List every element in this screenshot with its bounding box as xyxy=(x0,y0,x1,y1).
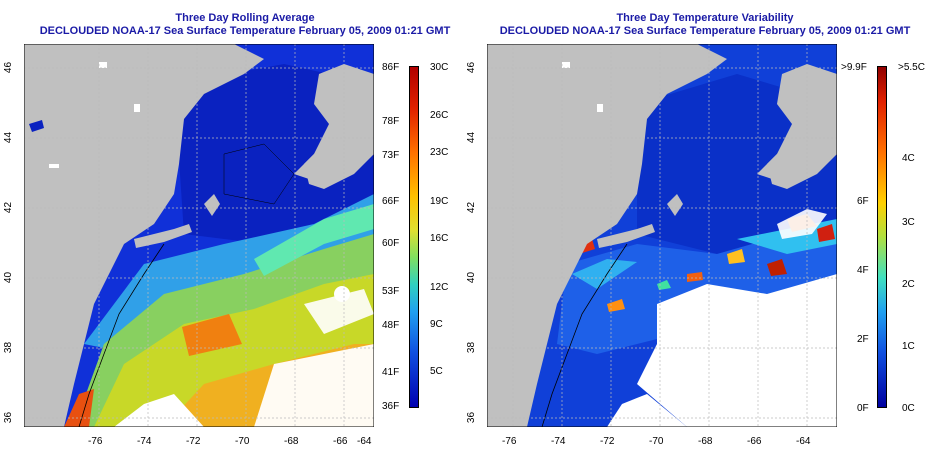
left-cbar-c-label: 30C xyxy=(430,62,449,73)
right-variability-map xyxy=(487,44,837,427)
right-map-title: Three Day Temperature Variability DECLOU… xyxy=(460,12,950,38)
right-cbar-f-label: 2F xyxy=(857,334,869,345)
left-x-tick: -72 xyxy=(186,436,201,447)
left-cbar-c-label: 9C xyxy=(430,319,443,330)
left-title-line1: Three Day Rolling Average xyxy=(175,12,315,24)
left-cbar-f-label: 60F xyxy=(382,238,400,249)
left-cbar-c-label: 16C xyxy=(430,233,449,244)
right-y-tick: 44 xyxy=(466,131,478,144)
right-cbar-f-label: 0F xyxy=(857,403,869,414)
right-cbar-c-label: 4C xyxy=(902,153,915,164)
right-cbar-c-label: 0C xyxy=(902,403,915,414)
left-cbar-f-label: 41F xyxy=(382,367,400,378)
right-x-tick: -68 xyxy=(698,436,713,447)
right-x-tick: -64 xyxy=(796,436,811,447)
right-cbar-f-label: 6F xyxy=(857,196,869,207)
right-y-tick: 42 xyxy=(466,201,478,214)
left-x-tick: -76 xyxy=(88,436,103,447)
left-colorbar xyxy=(409,66,419,408)
left-y-tick: 36 xyxy=(3,411,15,424)
right-cbar-c-label: 1C xyxy=(902,341,915,352)
left-cbar-f-label: 48F xyxy=(382,320,400,331)
right-y-tick: 36 xyxy=(466,411,478,424)
right-y-tick: 40 xyxy=(466,271,478,284)
right-y-tick: 38 xyxy=(466,341,478,354)
right-title-line2: DECLOUDED NOAA-17 Sea Surface Temperatur… xyxy=(499,25,911,37)
left-map-title: Three Day Rolling Average DECLOUDED NOAA… xyxy=(0,12,490,38)
right-cbar-c-label: 3C xyxy=(902,217,915,228)
left-x-tick: -74 xyxy=(137,436,152,447)
left-title-line2: DECLOUDED NOAA-17 Sea Surface Temperatur… xyxy=(39,25,451,37)
right-x-tick: -72 xyxy=(600,436,615,447)
left-x-tick: -66 xyxy=(333,436,348,447)
left-y-tick: 38 xyxy=(3,341,15,354)
right-x-tick: -74 xyxy=(551,436,566,447)
right-x-tick: -70 xyxy=(649,436,664,447)
left-x-tick: -64 xyxy=(357,436,372,447)
left-cbar-f-label: 73F xyxy=(382,150,400,161)
left-y-tick: 40 xyxy=(3,271,15,284)
left-sst-map xyxy=(24,44,374,427)
right-cbar-c-label: 2C xyxy=(902,279,915,290)
left-cbar-c-label: 19C xyxy=(430,196,449,207)
left-cbar-c-label: 23C xyxy=(430,147,449,158)
right-cbar-c-label: >5.5C xyxy=(898,62,925,73)
left-cbar-c-label: 26C xyxy=(430,110,449,121)
left-cbar-f-label: 36F xyxy=(382,401,400,412)
right-x-tick: -66 xyxy=(747,436,762,447)
right-colorbar xyxy=(877,66,887,408)
left-x-tick: -70 xyxy=(235,436,250,447)
left-cbar-f-label: 53F xyxy=(382,286,400,297)
right-cbar-f-label: >9.9F xyxy=(841,62,867,73)
right-x-tick: -76 xyxy=(502,436,517,447)
right-title-line1: Three Day Temperature Variability xyxy=(616,12,794,24)
left-cbar-f-label: 78F xyxy=(382,116,400,127)
left-cbar-f-label: 66F xyxy=(382,196,400,207)
right-y-tick: 46 xyxy=(466,61,478,74)
left-cbar-c-label: 12C xyxy=(430,282,449,293)
left-cbar-f-label: 86F xyxy=(382,62,400,73)
right-cbar-f-label: 4F xyxy=(857,265,869,276)
left-cbar-c-label: 5C xyxy=(430,366,443,377)
left-y-tick: 44 xyxy=(3,131,15,144)
left-y-tick: 46 xyxy=(3,61,15,74)
left-y-tick: 42 xyxy=(3,201,15,214)
left-x-tick: -68 xyxy=(284,436,299,447)
